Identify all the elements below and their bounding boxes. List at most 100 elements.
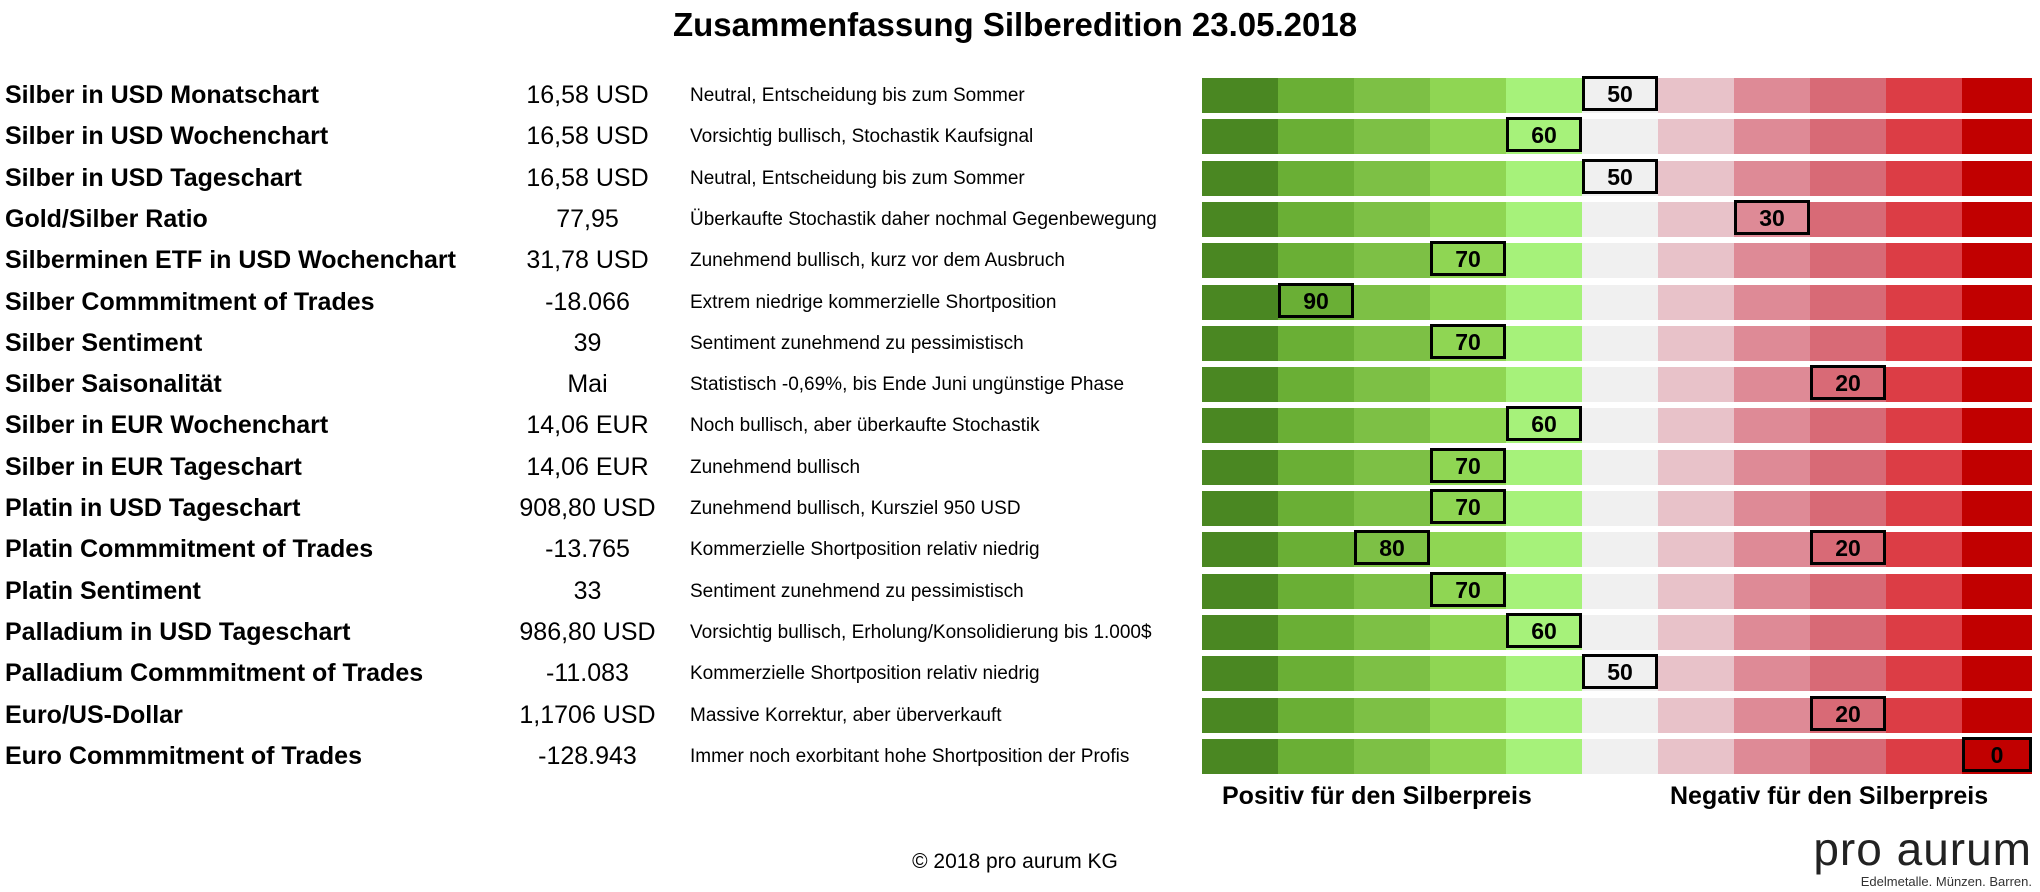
- scale-segment: [1962, 160, 2032, 196]
- scale-segment: [1582, 697, 1658, 733]
- row-comment: Massive Korrektur, aber überverkauft: [690, 704, 1002, 726]
- scale-segment: [1658, 697, 1734, 733]
- scale-segment: [1886, 284, 1962, 320]
- scale-segment: [1506, 491, 1582, 526]
- row-value: 1,1706 USD: [519, 700, 656, 729]
- scale-segment: [1506, 697, 1582, 733]
- scale-segment: [1278, 201, 1354, 237]
- scale-segment: [1202, 160, 1278, 196]
- scale-segment: [1354, 78, 1430, 113]
- scale-segment: [1582, 491, 1658, 526]
- scale-segment: [1962, 325, 2032, 361]
- scale-segment: [1734, 697, 1810, 733]
- scale-segment: [1810, 119, 1886, 155]
- row-label: Palladium in USD Tageschart: [5, 617, 351, 646]
- scale-segment: [1658, 160, 1734, 196]
- scale-segment: [1582, 367, 1658, 403]
- row-comment: Neutral, Entscheidung bis zum Sommer: [690, 167, 1025, 189]
- table-row: Platin in USD Tageschart 908,80 USD Zunehm…: [0, 488, 2040, 529]
- scale-segment: [1658, 614, 1734, 650]
- scale-segment: [1658, 656, 1734, 692]
- scale-segment: [1734, 160, 1810, 196]
- scale-segment: [1202, 697, 1278, 733]
- copyright-text: © 2018 pro aurum KG: [912, 850, 1118, 873]
- scale-segment: [1506, 573, 1582, 609]
- pro-aurum-logo: pro aurum Edelmetalle. Münzen. Barren.: [1802, 826, 2032, 889]
- scale-segment: [1430, 408, 1506, 444]
- scale-segment: [1810, 78, 1886, 113]
- scale-segment: [1354, 408, 1430, 444]
- scale-segment: [1810, 738, 1886, 774]
- scale-segment: [1886, 614, 1962, 650]
- legend-negative: Negativ für den Silberpreis: [1670, 782, 1989, 810]
- scale-segment: [1658, 78, 1734, 113]
- scale-segment: [1430, 697, 1506, 733]
- score-bar: 70: [1202, 571, 2032, 609]
- scale-segment: [1354, 160, 1430, 196]
- row-value: 31,78 USD: [526, 246, 649, 275]
- row-value: 16,58 USD: [526, 122, 649, 151]
- scale-segment: [1962, 656, 2032, 692]
- row-label: Silber Commmitment of Trades: [5, 287, 375, 316]
- row-value: 908,80 USD: [519, 494, 656, 522]
- row-label: Palladium Commmitment of Trades: [5, 659, 424, 688]
- scale-segment: [1962, 284, 2032, 320]
- row-value: 16,58 USD: [526, 163, 649, 192]
- scale-segment: [1506, 160, 1582, 196]
- row-label: Silberminen ETF in USD Wochenchart: [5, 246, 456, 275]
- scale-segment: [1962, 408, 2032, 444]
- score-marker: 70: [1430, 571, 1506, 607]
- scale-segment: [1810, 573, 1886, 609]
- scale-segment: [1506, 243, 1582, 279]
- scale-segment: [1202, 408, 1278, 444]
- scale-segment: [1810, 201, 1886, 237]
- scale-segment: [1886, 78, 1962, 113]
- scale-segment: [1582, 573, 1658, 609]
- scale-segment: [1886, 573, 1962, 609]
- row-label: Euro Commmitment of Trades: [5, 741, 362, 770]
- score-bar: 70: [1202, 489, 2032, 526]
- scale-segment: [1962, 491, 2032, 526]
- scale-segment: [1962, 367, 2032, 403]
- scale-segment: [1734, 408, 1810, 444]
- score-bar: 50: [1202, 158, 2032, 196]
- scale-segment: [1658, 738, 1734, 774]
- scale-segment: [1278, 532, 1354, 568]
- score-marker: 60: [1506, 612, 1582, 648]
- scale-segment: [1886, 201, 1962, 237]
- row-comment: Vorsichtig bullisch, Erholung/Konsolidie…: [690, 621, 1152, 643]
- scale-segment: [1354, 325, 1430, 361]
- scale-segment: [1886, 325, 1962, 361]
- row-label: Silber Saisonalität: [5, 370, 222, 399]
- scale-segment: [1506, 284, 1582, 320]
- score-bar: 70: [1202, 447, 2032, 485]
- scale-segment: [1962, 697, 2032, 733]
- scale-segment: [1810, 160, 1886, 196]
- scale-segment: [1734, 325, 1810, 361]
- scale-segment: [1278, 697, 1354, 733]
- scale-segment: [1582, 738, 1658, 774]
- score-marker: 50: [1582, 76, 1658, 111]
- score-bar: 60: [1202, 406, 2032, 444]
- score-bar: 0: [1202, 736, 2032, 774]
- row-value: -18.066: [545, 287, 630, 316]
- score-bar: 90: [1202, 282, 2032, 320]
- scale-segment: [1658, 367, 1734, 403]
- scale-segment: [1278, 78, 1354, 113]
- scale-segment: [1886, 243, 1962, 279]
- score-bar: 80 20: [1202, 530, 2032, 568]
- scale-segment: [1354, 367, 1430, 403]
- legend-positive: Positiv für den Silberpreis: [1222, 782, 1532, 810]
- logo-tagline: Edelmetalle. Münzen. Barren.: [1860, 874, 2032, 889]
- scale-segment: [1810, 656, 1886, 692]
- row-comment: Zunehmend bullisch, kurz vor dem Ausbruc…: [690, 250, 1065, 272]
- score-bar: 60: [1202, 117, 2032, 155]
- score-marker: 20: [1810, 365, 1886, 401]
- scale-segment: [1354, 201, 1430, 237]
- score-marker: 20: [1810, 695, 1886, 731]
- scale-segment: [1430, 367, 1506, 403]
- row-label: Silber in EUR Wochenchart: [5, 411, 329, 440]
- scale-segment: [1962, 78, 2032, 113]
- scale-segment: [1886, 160, 1962, 196]
- scale-segment: [1886, 449, 1962, 485]
